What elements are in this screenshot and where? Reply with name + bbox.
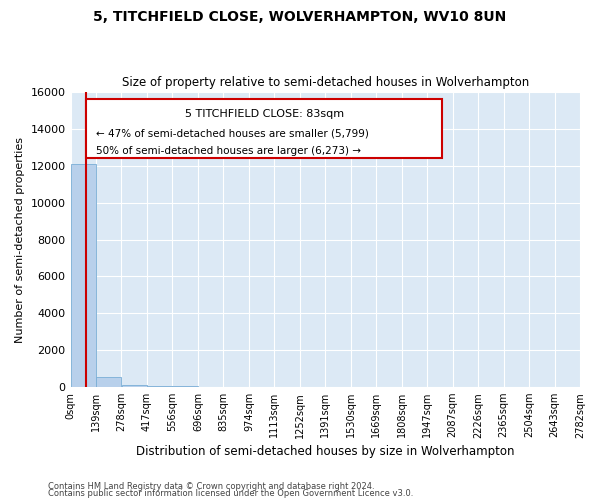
- Y-axis label: Number of semi-detached properties: Number of semi-detached properties: [15, 136, 25, 342]
- Text: 50% of semi-detached houses are larger (6,273) →: 50% of semi-detached houses are larger (…: [96, 146, 361, 156]
- Text: Contains HM Land Registry data © Crown copyright and database right 2024.: Contains HM Land Registry data © Crown c…: [48, 482, 374, 491]
- FancyBboxPatch shape: [86, 100, 442, 158]
- Text: 5, TITCHFIELD CLOSE, WOLVERHAMPTON, WV10 8UN: 5, TITCHFIELD CLOSE, WOLVERHAMPTON, WV10…: [94, 10, 506, 24]
- Bar: [147, 386, 172, 387]
- Bar: [198, 386, 223, 387]
- Bar: [172, 386, 197, 387]
- Text: Contains public sector information licensed under the Open Government Licence v3: Contains public sector information licen…: [48, 490, 413, 498]
- Title: Size of property relative to semi-detached houses in Wolverhampton: Size of property relative to semi-detach…: [122, 76, 529, 90]
- Bar: [71, 164, 96, 387]
- Bar: [96, 377, 121, 387]
- Text: ← 47% of semi-detached houses are smaller (5,799): ← 47% of semi-detached houses are smalle…: [96, 128, 369, 138]
- Bar: [122, 385, 147, 387]
- Text: 5 TITCHFIELD CLOSE: 83sqm: 5 TITCHFIELD CLOSE: 83sqm: [185, 109, 344, 119]
- X-axis label: Distribution of semi-detached houses by size in Wolverhampton: Distribution of semi-detached houses by …: [136, 444, 515, 458]
